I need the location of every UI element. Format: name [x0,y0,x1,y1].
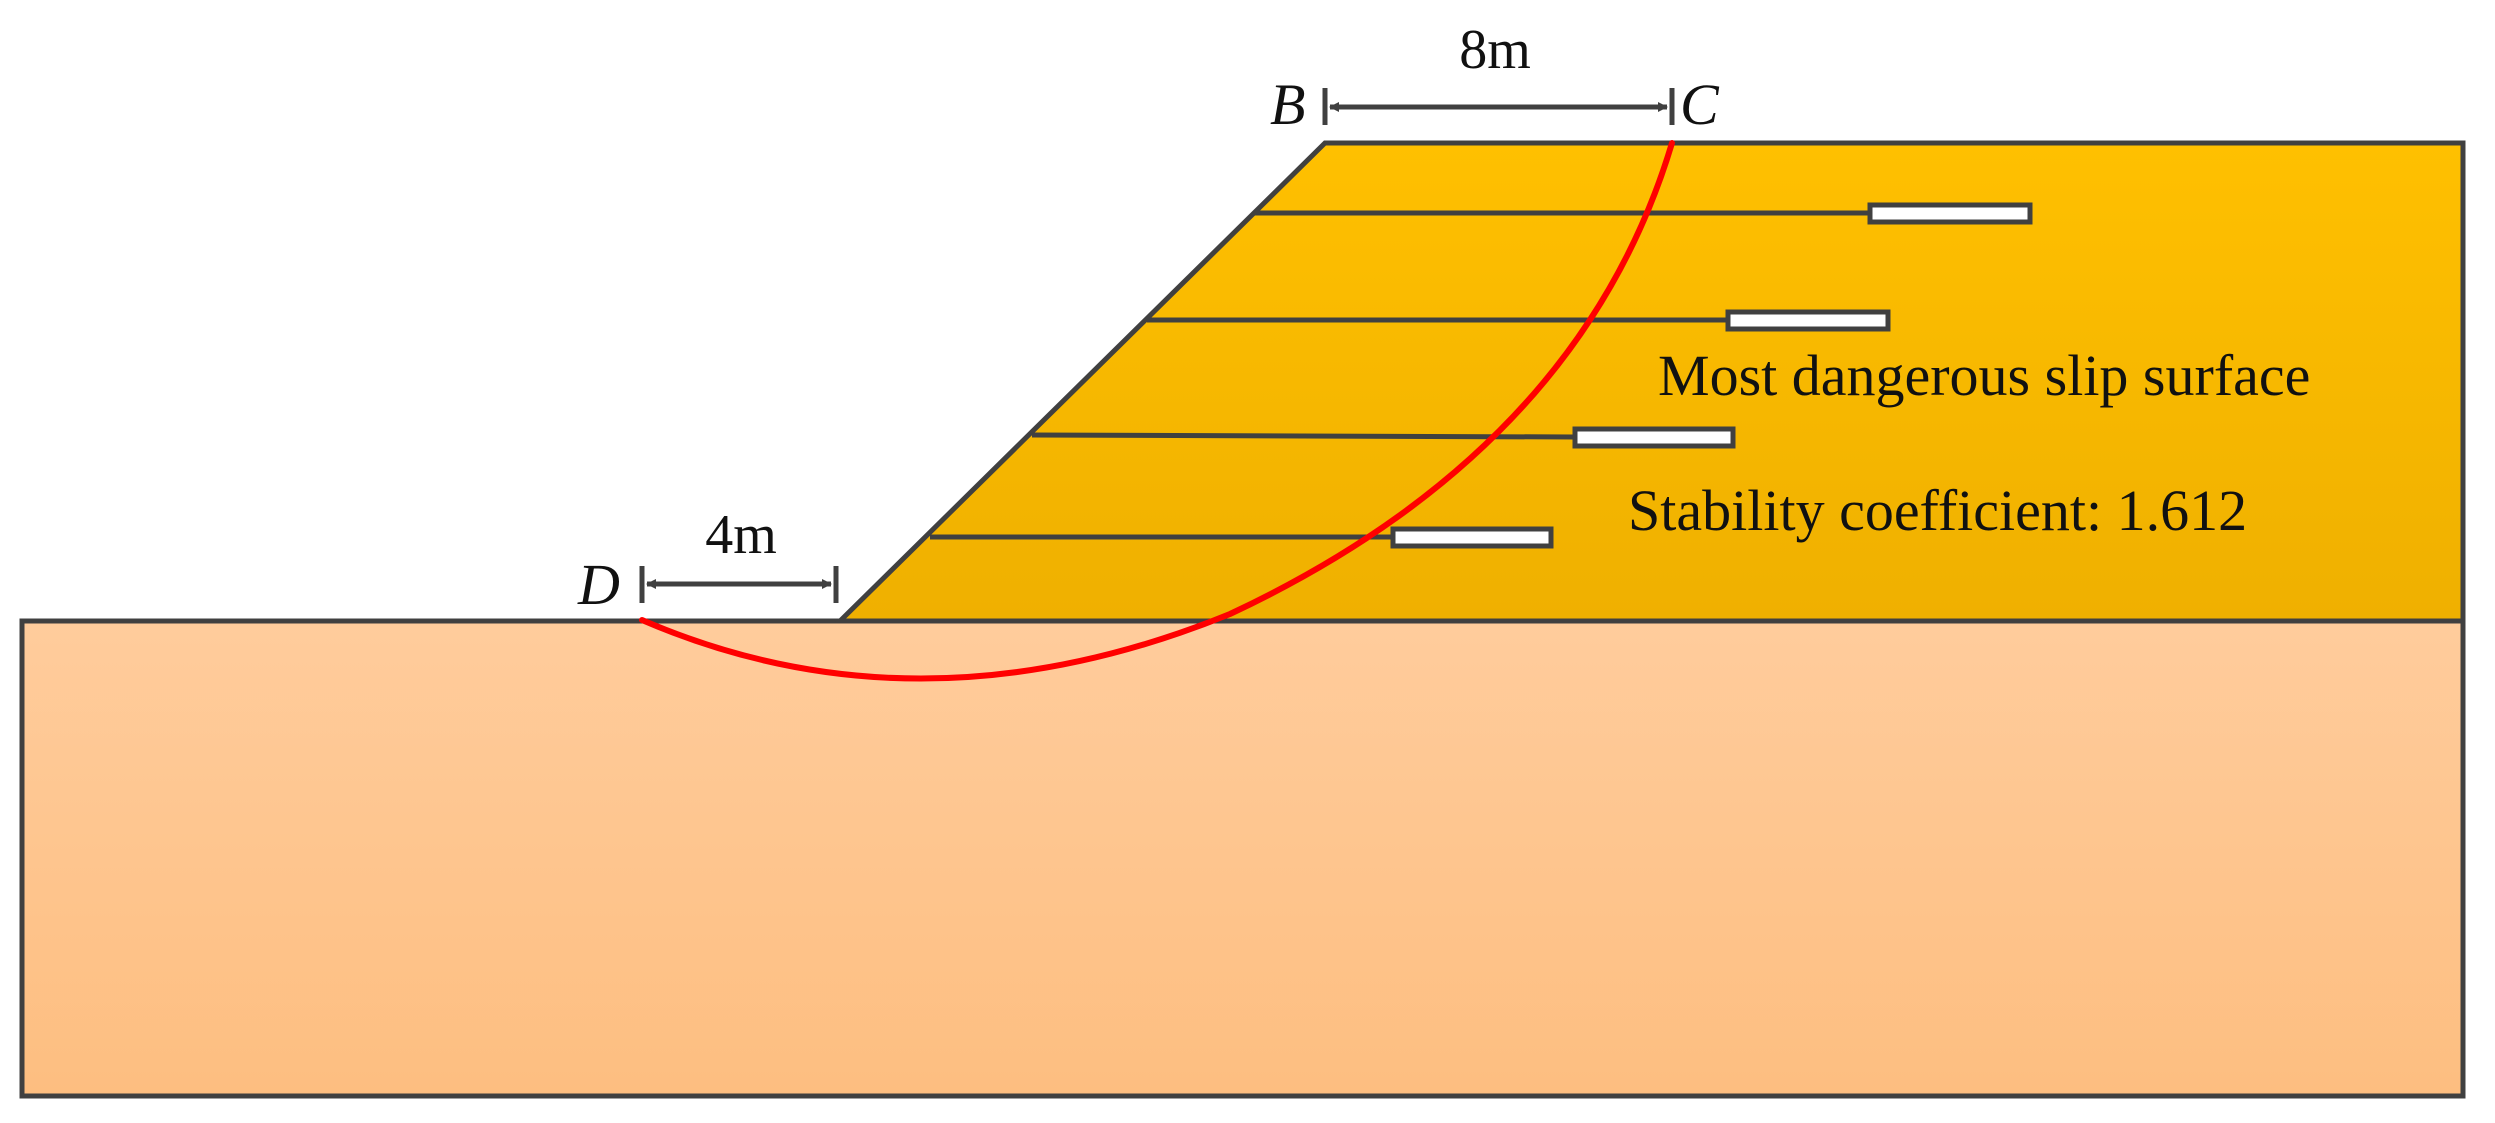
stability-coefficient-label: Stability coefficient: 1.612 [1628,478,2247,543]
point-label-d: D [577,552,620,617]
anchor-tendon [1031,432,1576,440]
slip-surface-label: Most dangerous slip surface [1658,343,2310,408]
anchor-grout-body [1390,526,1554,549]
point-label-c: C [1680,72,1720,137]
anchor-grout-body [1867,202,2033,225]
foundation-layer [19,618,2466,1099]
dimension-top: 8m [1322,19,1675,125]
dimension-toe: 4m [639,504,839,603]
slip-surface-curve [639,140,1675,682]
slope-body [833,140,2466,624]
anchor-grout-body [1725,309,1891,332]
anchor-group [930,202,2033,549]
point-label-b: B [1270,72,1305,137]
dimension-toe-label: 4m [705,504,777,566]
dimension-top-label: 8m [1459,19,1531,81]
anchor-grout-body [1572,426,1736,449]
